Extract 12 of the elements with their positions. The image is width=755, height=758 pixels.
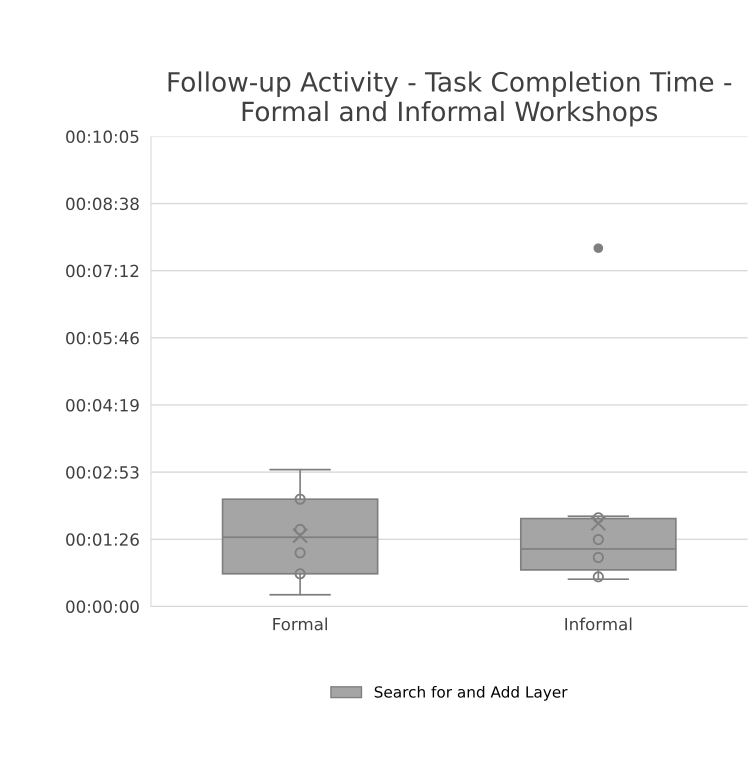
x-tick-label: Formal: [273, 618, 327, 630]
y-tick-label: 00:01:26: [66, 533, 139, 546]
y-tick-label: 00:04:19: [66, 398, 139, 412]
y-tick-label: 00:00:00: [66, 600, 139, 613]
x-tick-label: Informal: [565, 618, 632, 630]
chart-title: Follow-up Activity - Task Completion Time - Formal and Informal Workshops: [168, 71, 732, 126]
y-tick-label: 00:02:53: [66, 466, 139, 479]
y-tick-label: 00:10:05: [66, 130, 138, 144]
y-tick-label: 00:05:46: [66, 332, 139, 344]
y-tick-label: 00:08:38: [66, 198, 139, 210]
legend-label: Search for and Add Layer: [374, 686, 568, 701]
y-tick-label: 00:07:12: [66, 264, 138, 278]
